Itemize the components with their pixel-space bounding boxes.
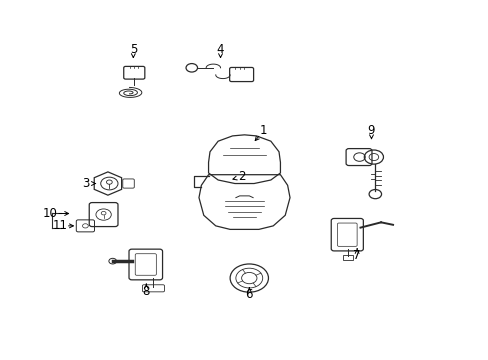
Text: 7: 7 [353,249,360,262]
Text: 5: 5 [129,43,137,56]
Text: 11: 11 [52,219,67,232]
Text: 6: 6 [245,288,252,301]
Text: 8: 8 [142,285,150,298]
Text: 2: 2 [238,170,245,183]
Text: 4: 4 [216,43,224,56]
Text: 9: 9 [367,124,374,137]
Text: 1: 1 [260,124,267,137]
Text: 3: 3 [82,177,90,190]
Text: 10: 10 [43,207,58,220]
